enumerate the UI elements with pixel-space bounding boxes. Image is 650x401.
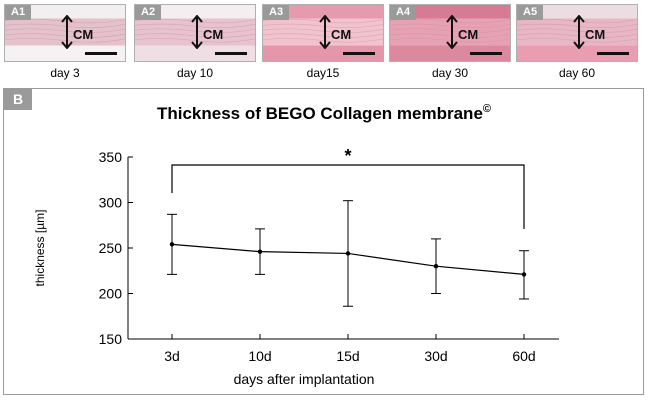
double-arrow-icon bbox=[319, 15, 331, 49]
y-tick-label: 300 bbox=[99, 195, 123, 211]
double-arrow-icon bbox=[191, 15, 203, 49]
day-label: day 10 bbox=[176, 66, 214, 80]
title-superscript: © bbox=[483, 103, 491, 115]
data-point bbox=[433, 264, 439, 269]
chart-panel: B Thickness of BEGO Collagen membrane© 15… bbox=[3, 88, 644, 395]
data-point bbox=[169, 242, 175, 247]
data-point bbox=[345, 251, 351, 256]
double-arrow-icon bbox=[573, 15, 585, 49]
histology-panel-a3: A3 CM bbox=[262, 4, 384, 62]
x-tick-label: 10d bbox=[248, 348, 271, 364]
histology-panel-a1: A1 CM bbox=[4, 4, 126, 62]
histology-panel-a4: A4 CM bbox=[389, 4, 511, 62]
day-label: day15 bbox=[306, 66, 340, 80]
panel-id-label: A4 bbox=[390, 5, 417, 20]
histology-image bbox=[390, 5, 510, 61]
y-tick-label: 250 bbox=[99, 240, 123, 256]
x-tick-label: 60d bbox=[512, 348, 535, 364]
cm-label: CM bbox=[203, 27, 224, 42]
histology-panel-a2: A2 CM bbox=[134, 4, 256, 62]
histology-image bbox=[517, 5, 637, 61]
y-axis-label: thickness [µm] bbox=[33, 210, 47, 287]
histology-image bbox=[135, 5, 255, 61]
panel-label-b: B bbox=[4, 89, 33, 110]
day-label: day 60 bbox=[558, 66, 596, 80]
panel-id-label: A2 bbox=[135, 5, 162, 20]
cm-label: CM bbox=[73, 27, 94, 42]
thickness-chart: Thickness of BEGO Collagen membrane© 150 2… bbox=[33, 103, 559, 387]
x-axis-label: days after implantation bbox=[234, 371, 375, 387]
histology-image bbox=[5, 5, 125, 61]
scale-bar bbox=[343, 52, 375, 55]
cm-label: CM bbox=[458, 27, 479, 42]
data-point bbox=[521, 272, 527, 277]
panel-id-label: A5 bbox=[517, 5, 544, 20]
chart-title: Thickness of BEGO Collagen membrane© bbox=[157, 103, 491, 123]
scale-bar bbox=[470, 52, 502, 55]
double-arrow-icon bbox=[446, 15, 458, 49]
day-label: day 3 bbox=[50, 66, 80, 80]
double-arrow-icon bbox=[61, 15, 73, 49]
y-tick-label: 350 bbox=[99, 149, 123, 165]
panel-id-label: A3 bbox=[263, 5, 290, 20]
data-point bbox=[257, 249, 263, 254]
day-label: day 30 bbox=[431, 66, 469, 80]
cm-label: CM bbox=[585, 27, 606, 42]
x-tick-label: 15d bbox=[336, 348, 359, 364]
scale-bar bbox=[597, 52, 629, 55]
histology-image bbox=[263, 5, 383, 61]
x-tick-label: 3d bbox=[164, 348, 180, 364]
x-tick-label: 30d bbox=[424, 348, 447, 364]
y-tick-label: 200 bbox=[99, 286, 123, 302]
scale-bar bbox=[85, 52, 117, 55]
significance-marker: * bbox=[344, 146, 351, 166]
y-tick-label: 150 bbox=[99, 331, 123, 347]
significance-bracket bbox=[171, 164, 525, 229]
scale-bar bbox=[215, 52, 247, 55]
panel-id-label: A1 bbox=[5, 5, 32, 20]
cm-label: CM bbox=[331, 27, 352, 42]
histology-panel-a5: A5 CM bbox=[516, 4, 638, 62]
